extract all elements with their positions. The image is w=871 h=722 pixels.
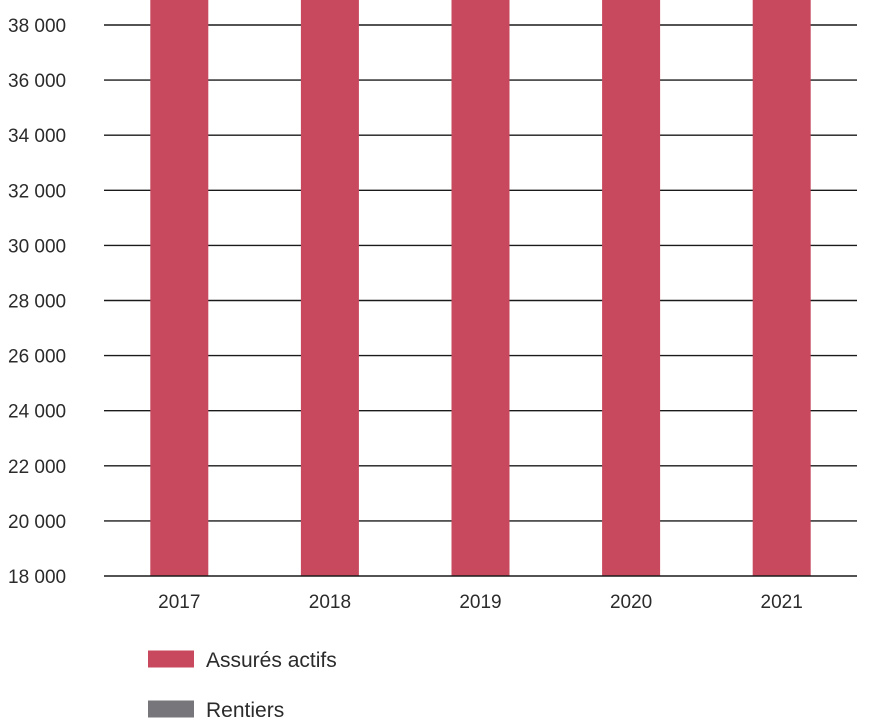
bars	[150, 0, 811, 577]
x-tick-label: 2021	[761, 592, 803, 613]
legend-label: Rentiers	[206, 699, 284, 722]
bar-assures-actifs	[300, 0, 359, 576]
bar-assures-actifs	[150, 0, 209, 577]
y-tick-label: 32 000	[8, 181, 66, 202]
y-tick-label: 36 000	[8, 71, 66, 92]
y-tick-label: 34 000	[8, 126, 66, 147]
legend-swatch	[148, 700, 194, 718]
bar-assures-actifs	[451, 0, 510, 577]
x-tick-label: 2020	[610, 592, 652, 613]
y-tick-label: 24 000	[8, 402, 66, 423]
x-tick-label: 2018	[309, 592, 351, 613]
y-tick-label: 20 000	[8, 512, 66, 533]
legend-label: Assurés actifs	[206, 649, 337, 672]
x-tick-label: 2019	[459, 592, 501, 613]
bar-assures-actifs	[602, 0, 661, 576]
bar-assures-actifs	[752, 0, 811, 577]
legend-swatch	[148, 650, 194, 668]
legend: Assurés actifs Rentiers	[148, 649, 337, 722]
y-tick-label: 30 000	[8, 236, 66, 257]
y-tick-label: 18 000	[8, 567, 66, 588]
x-tick-label: 2017	[158, 592, 200, 613]
y-tick-label: 22 000	[8, 457, 66, 478]
y-tick-label: 38 000	[8, 16, 66, 37]
axes: 18 000 20 000 22 000 24 000 26 000 28 000 30 0…	[8, 16, 857, 613]
y-tick-label: 28 000	[8, 292, 66, 313]
y-tick-label: 26 000	[8, 347, 66, 368]
